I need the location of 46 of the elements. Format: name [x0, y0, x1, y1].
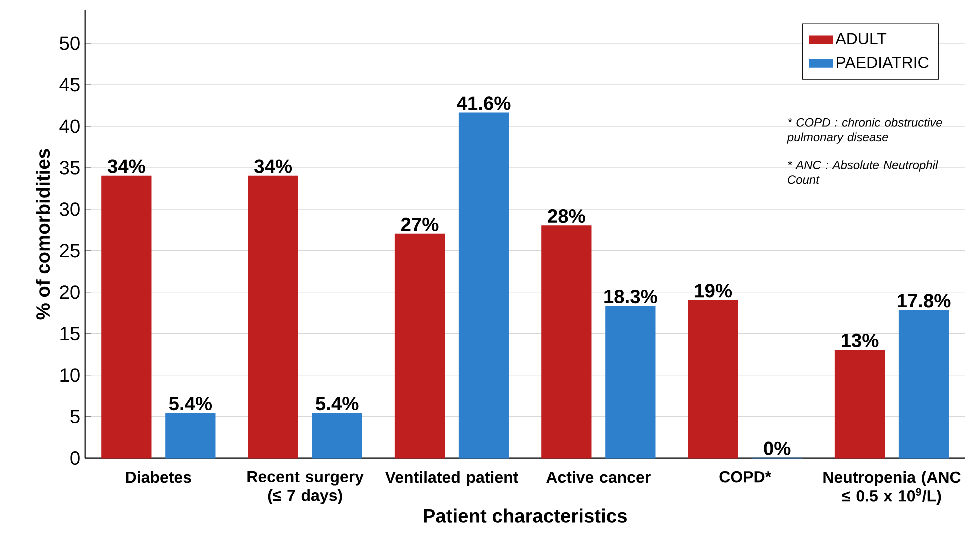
data-label: 5.4%: [169, 397, 212, 411]
data-label: 34%: [254, 160, 292, 174]
bar: [458, 112, 510, 459]
x-tick-label: COPD*: [720, 471, 772, 483]
data-label: 5.4%: [316, 397, 359, 411]
y-tick-label: 25: [60, 244, 80, 258]
bar: [606, 306, 656, 459]
y-tick-label: 30: [60, 202, 80, 216]
x-tick-label: Ventilated patient: [385, 471, 518, 486]
x-axis-title: Patient characteristics: [424, 508, 627, 523]
bar: [898, 310, 950, 459]
x-tick-label: Recent surgery (≤ 7 days): [248, 471, 364, 504]
annotation: * COPD : chronic obstructive pulmonary disease: [787, 118, 942, 144]
data-label: 34%: [108, 160, 146, 174]
bar: [248, 176, 298, 459]
bar: [166, 413, 216, 459]
legend-label: ADULT: [836, 33, 887, 45]
data-label: 13%: [842, 334, 879, 348]
data-label: 18.3%: [604, 290, 658, 304]
x-tick-label: Neutropenia (ANC ≤ 0.5 x 10$^{9}$/L): [824, 471, 961, 505]
bar: [312, 413, 362, 459]
bar: [102, 176, 152, 459]
data-label: 19%: [695, 284, 732, 298]
y-tick-label: 45: [60, 78, 80, 92]
y-tick-label: 50: [60, 36, 80, 50]
data-label: 28%: [548, 210, 586, 224]
x-tick-label: Active cancer: [546, 471, 651, 484]
bar: [542, 226, 592, 459]
legend-label: PAEDIATRIC: [837, 57, 929, 68]
data-label: 0%: [764, 442, 791, 456]
y-axis-title: % of comorbidities: [36, 149, 50, 320]
y-tick-label: 10: [60, 368, 80, 382]
bar: [688, 300, 738, 459]
y-tick-label: 0: [70, 452, 80, 466]
y-tick-label: 20: [60, 286, 80, 300]
bar: [394, 234, 446, 459]
bar: [834, 350, 886, 459]
data-label: 27%: [401, 218, 439, 232]
y-tick-label: 40: [60, 120, 80, 134]
y-tick-label: 5: [70, 410, 80, 424]
annotation: * ANC : Absolute Neutrophil Count: [788, 160, 938, 184]
data-label: 17.8%: [898, 294, 951, 308]
x-tick-label: Diabetes: [126, 471, 192, 484]
data-label: 41.6%: [457, 96, 511, 110]
y-tick-label: 15: [60, 327, 80, 341]
y-tick-label: 35: [60, 161, 80, 175]
